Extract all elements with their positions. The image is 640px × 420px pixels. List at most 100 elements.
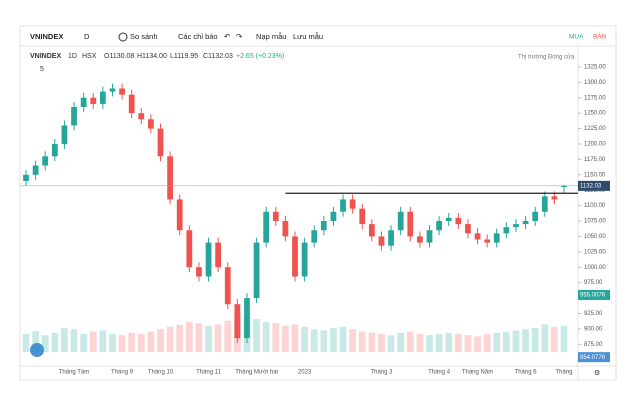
volume-bar [195, 323, 203, 352]
y-tick-label: 1300.00 [584, 80, 606, 86]
candle-body [32, 165, 39, 175]
legend-collapsed[interactable]: 5 [40, 66, 44, 73]
legend-interval: 1D [68, 53, 77, 60]
volume-bar [406, 331, 414, 352]
candle-body [157, 128, 164, 157]
candle-body [244, 298, 250, 339]
candle-body [119, 88, 125, 95]
x-tick-label: 2023 [298, 370, 312, 376]
x-tick-label: Tháng Năm [462, 370, 493, 376]
candle-body [388, 230, 394, 246]
volume-bar [51, 332, 59, 352]
candle-body [349, 199, 356, 209]
volume-bar [474, 336, 481, 352]
volume-bar [224, 320, 232, 352]
y-tick-label: 1225.00 [584, 126, 606, 132]
candle-body [445, 217, 452, 222]
candle-body [148, 119, 154, 129]
load[interactable]: Nạp mẫu [256, 32, 286, 41]
x-tick-label: Tháng 9 [111, 370, 134, 376]
candle-body [42, 156, 49, 166]
candle-body [359, 208, 366, 225]
candle-body [541, 196, 548, 212]
candle-body [196, 267, 202, 277]
price-label: 854.0776 [580, 355, 606, 361]
candle-body [176, 199, 183, 231]
volume-bar [41, 335, 49, 352]
x-tick-label: Tháng Tám [59, 370, 90, 376]
volume-bar [22, 334, 30, 352]
x-tick-label: Tháng 6 [515, 370, 538, 376]
candle-body [301, 242, 308, 277]
candle-body [167, 156, 173, 200]
volume-bar [445, 332, 453, 352]
buy[interactable]: MUA [569, 34, 584, 41]
y-tick-label: 875.00 [584, 342, 603, 348]
candle-body [513, 224, 519, 228]
indicators[interactable]: Các chỉ báo [178, 32, 218, 41]
candle-body [532, 211, 539, 222]
candle-body [205, 242, 212, 277]
volume-bar [531, 328, 539, 352]
y-tick-label: 1000.00 [584, 265, 606, 271]
volume-bar [253, 319, 260, 352]
candle-body [51, 143, 58, 157]
y-tick-label: 1050.00 [584, 234, 606, 240]
legend-symbol: VNINDEX [30, 53, 61, 60]
price-label-box [578, 180, 610, 191]
candle-body [90, 97, 97, 104]
candle-body [311, 230, 318, 243]
volume-bar [99, 330, 107, 352]
undo[interactable]: ↶ [224, 32, 231, 41]
candle-body [215, 242, 222, 268]
volume-bar [493, 332, 501, 352]
candle-body [263, 211, 270, 243]
y-tick-label: 1325.00 [584, 65, 606, 71]
volume-bar [272, 323, 280, 352]
sell[interactable]: BÁN [593, 32, 607, 41]
y-tick-label: 1100.00 [584, 203, 606, 209]
volume-bar [214, 324, 222, 352]
volume-bar [118, 335, 126, 352]
volume-bar [205, 325, 212, 352]
y-tick-label: 975.00 [584, 280, 603, 286]
candle-body [61, 125, 68, 144]
save[interactable]: Lưu mẫu [293, 32, 323, 41]
volume-bar [262, 322, 270, 352]
candle-body [551, 196, 558, 200]
volume-bar [349, 329, 357, 352]
volume-bar [32, 331, 39, 352]
volume-bar [512, 330, 520, 352]
volume-bar [80, 334, 88, 352]
y-tick-label: 1025.00 [584, 249, 606, 255]
volume-bar [416, 334, 424, 352]
redo[interactable]: ↷ [236, 32, 243, 41]
volume-bar [435, 334, 443, 352]
volume-bar [157, 329, 164, 352]
x-tick-label: Tháng 4 [428, 370, 451, 376]
volume-bar [378, 334, 385, 352]
candle-body [378, 236, 385, 246]
volume-bar [464, 335, 472, 352]
candle-body [484, 239, 491, 243]
volume-bar [358, 331, 366, 352]
compare[interactable]: So sánh [130, 32, 158, 41]
symbol[interactable]: VNINDEX [30, 32, 63, 41]
price-label: 955.0076 [580, 293, 606, 299]
candle-body [465, 224, 471, 234]
candle-body [128, 94, 135, 114]
settings[interactable]: ⚙ [594, 369, 600, 377]
y-tick-label: 1275.00 [584, 95, 606, 101]
legend-exchange: HSX [82, 53, 97, 60]
candle-body [272, 211, 279, 222]
legend-close: C1132.03 [203, 53, 233, 60]
interval[interactable]: D [84, 32, 90, 41]
candle-body [253, 242, 260, 299]
candle-body [320, 221, 327, 231]
candle-body [23, 174, 29, 181]
volume-bar [89, 331, 97, 352]
y-tick-label: 1250.00 [584, 111, 606, 117]
legend-change: +2.65 (+0.23%) [236, 53, 284, 60]
candle-body [109, 88, 116, 92]
